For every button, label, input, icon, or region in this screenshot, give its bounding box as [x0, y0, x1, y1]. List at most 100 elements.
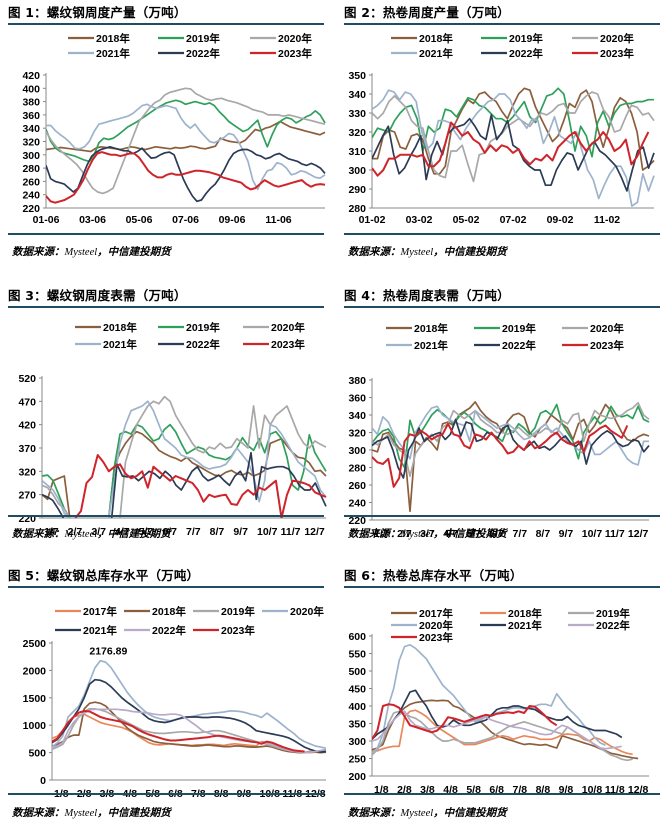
legend-label: 2023年	[419, 631, 453, 644]
x-tick-label: 05-02	[453, 214, 480, 226]
y-tick-label: 400	[348, 701, 366, 713]
peak-annotation: 2176.89	[89, 646, 127, 658]
series-line-2023	[372, 422, 629, 488]
y-tick-label: 320	[348, 127, 366, 139]
legend-label: 2018年	[414, 322, 448, 335]
legend-item: 2020年	[250, 32, 312, 45]
series-line-2022	[46, 145, 326, 203]
series-line-2017	[372, 699, 639, 760]
legend-label: 2020年	[278, 32, 312, 45]
y-tick-label: 340	[348, 89, 366, 101]
x-tick-label: 05-06	[126, 214, 153, 226]
y-tick-label: 360	[348, 393, 366, 405]
x-tick-label: 8/7	[536, 528, 551, 540]
legend-item: 2017年	[55, 605, 117, 618]
legend-label: 2019年	[221, 605, 255, 618]
legend-label: 2017年	[83, 605, 117, 618]
y-tick-label: 1000	[23, 720, 47, 732]
y-tick-label: 420	[18, 420, 36, 432]
legend-label: 2023年	[271, 338, 305, 351]
panel-fig1: 图 1：螺纹钢周度产量（万吨） 2018年 2019年 2020年 2021年 2022…	[0, 0, 330, 270]
chart-title: 图 1：螺纹钢周度产量（万吨）	[8, 5, 187, 20]
y-tick-label: 330	[348, 108, 366, 120]
bottom-divider	[8, 793, 324, 795]
y-tick-label: 310	[348, 146, 366, 158]
y-tick-label: 240	[348, 498, 366, 510]
legend-label: 2019年	[186, 321, 220, 334]
source-broker: ，中信建投期货	[433, 246, 507, 258]
y-tick-label: 200	[348, 771, 366, 783]
y-tick-label: 450	[348, 684, 366, 696]
legend-label: 2022年	[186, 338, 220, 351]
y-tick-label: 1500	[23, 693, 47, 705]
y-tick-label: 370	[18, 443, 36, 455]
legend-item: 2023年	[562, 339, 624, 352]
legend-label: 2018年	[152, 605, 186, 618]
legend-label: 2019年	[502, 322, 536, 335]
y-tick-label: 260	[348, 480, 366, 492]
series-line-2020	[42, 395, 327, 518]
legend-item: 2022年	[158, 47, 220, 60]
legend-item: 2023年	[250, 47, 312, 60]
x-tick-label: 6/7	[162, 526, 177, 538]
legend-label: 2021年	[103, 338, 137, 351]
y-tick-label: 300	[348, 165, 366, 177]
y-tick-label: 280	[22, 163, 40, 175]
bottom-divider	[8, 515, 324, 517]
legend-label: 2022年	[509, 47, 543, 60]
series-line-2021	[52, 678, 327, 753]
legend-label: 2020年	[290, 605, 324, 618]
y-tick-label: 550	[348, 649, 366, 661]
legend-item: 2018年	[75, 321, 137, 334]
legend-label: 2019年	[186, 32, 220, 45]
y-tick-label: 280	[348, 463, 366, 475]
series-line-2018	[372, 401, 650, 513]
legend-item: 2023年	[391, 631, 453, 644]
y-tick-label: 250	[348, 754, 366, 766]
legend-label: 2023年	[221, 624, 255, 637]
legend-item: 2018年	[124, 605, 186, 618]
chart-fig6: 2017年 2018年 2019年 2020年 2021年 2022年 2023年 200 25…	[348, 607, 649, 796]
series-line-2020	[372, 91, 655, 183]
bottom-divider	[344, 233, 660, 235]
title-divider	[344, 586, 660, 588]
series-line-2022	[42, 451, 327, 518]
y-tick-label: 500	[348, 666, 366, 678]
title-divider	[8, 23, 324, 25]
chart-fig5: 2017年 2018年 2019年 2020年 2021年 2022年 2023年 0 500 1…	[23, 605, 327, 800]
y-tick-label: 0	[40, 775, 46, 787]
x-tick-label: 7/7	[186, 526, 201, 538]
x-tick-label: 09-02	[547, 214, 574, 226]
y-tick-label: 240	[22, 190, 40, 202]
legend-label: 2021年	[414, 339, 448, 352]
legend-item: 2019年	[158, 321, 220, 334]
legend-label: 2022年	[186, 47, 220, 60]
bottom-divider	[344, 793, 660, 795]
title-divider	[344, 23, 660, 25]
legend-label: 2023年	[600, 47, 634, 60]
legend-item: 2019年	[193, 605, 255, 618]
x-tick-label: 11-02	[594, 214, 620, 226]
legend-item: 2022年	[124, 624, 186, 637]
x-tick-label: 07-06	[172, 214, 199, 226]
series-line-2020	[46, 87, 326, 195]
source-broker: ，中信建投期货	[433, 528, 507, 540]
chart-fig4: 2018年 2019年 2020年 2021年 2022年 2023年 220 240 260 2…	[348, 322, 650, 540]
legend-label: 2020年	[600, 32, 634, 45]
legend-label: 2018年	[508, 607, 542, 620]
series-line-2023	[74, 454, 327, 518]
legend-item: 2022年	[158, 338, 220, 351]
legend-item: 2022年	[481, 47, 543, 60]
series-line-2022	[372, 418, 650, 479]
source-note: 数据来源：Mysteel，中信建投期货	[348, 805, 507, 820]
legend-label: 2020年	[419, 619, 453, 632]
x-tick-label: 5/7	[139, 526, 154, 538]
legend-item: 2020年	[391, 619, 453, 632]
y-tick-label: 400	[22, 83, 40, 95]
y-tick-label: 600	[348, 631, 366, 643]
legend-item: 2019年	[481, 32, 543, 45]
chart-title: 图 3：螺纹钢周度表需（万吨）	[8, 288, 187, 303]
series-line-2018	[52, 701, 327, 754]
legend-item: 2021年	[68, 47, 130, 60]
